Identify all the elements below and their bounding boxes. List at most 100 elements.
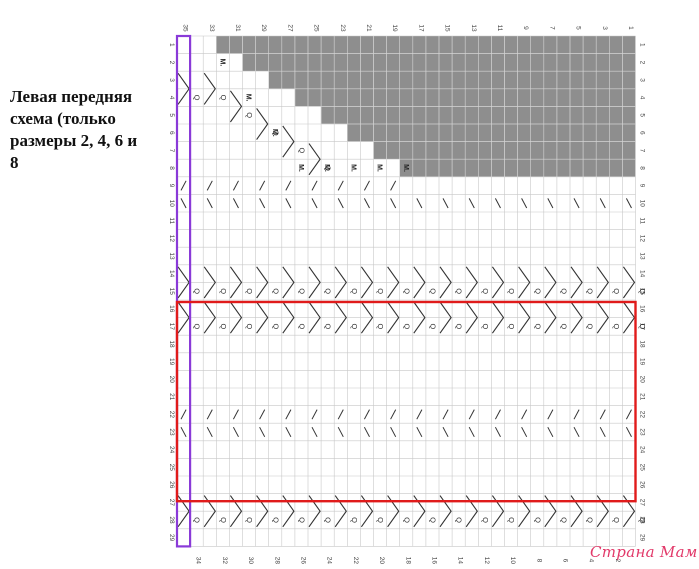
yarn-over-symbol: Q <box>586 323 595 329</box>
slant-back-symbol <box>285 198 292 209</box>
decrease-chevron-symbol <box>570 301 583 334</box>
row-label-right: 12 <box>639 235 646 243</box>
column-label-bottom: 28 <box>273 557 280 565</box>
column-label-bottom: 24 <box>326 557 333 565</box>
slant-back-symbol <box>521 426 528 438</box>
column-label-bottom: 34 <box>195 557 202 565</box>
decrease-chevron-symbol <box>229 266 243 299</box>
slant-back-symbol <box>547 426 554 438</box>
yarn-over-symbol: Q <box>219 288 228 294</box>
marker-symbol: M. <box>402 164 409 172</box>
column-label-top: 17 <box>417 24 424 32</box>
column-label-top: 9 <box>522 26 529 30</box>
row-label-left: 2 <box>168 61 175 65</box>
column-label-top: 27 <box>286 24 293 32</box>
decrease-chevron-symbol <box>596 266 609 299</box>
highlight-column-frame <box>175 34 192 548</box>
yarn-over-symbol: Q <box>350 288 359 294</box>
yarn-over-symbol: Q <box>193 95 202 101</box>
watermark-logo: Страна Мам <box>590 543 698 561</box>
row-label-left: 19 <box>168 358 175 366</box>
row-label-right: 17 <box>639 323 646 331</box>
yarn-over-symbol: Q <box>455 517 464 523</box>
yarn-over-symbol: Q <box>297 288 306 294</box>
yarn-over-symbol: Q <box>219 517 228 523</box>
decrease-chevron-symbol <box>596 301 609 334</box>
yarn-over-symbol: Q <box>428 288 437 294</box>
decrease-chevron-symbol <box>360 266 374 299</box>
yarn-over-symbol: Q <box>376 323 385 329</box>
column-label-bottom: 6 <box>561 559 568 563</box>
row-label-left: 7 <box>168 149 175 153</box>
column-label-bottom: 26 <box>299 557 306 565</box>
column-label-top: 1 <box>627 26 634 30</box>
slant-back-symbol <box>416 198 423 209</box>
yarn-over-symbol: Q <box>586 517 595 523</box>
yarn-over-symbol: Q <box>297 323 306 329</box>
row-label-left: 22 <box>168 411 175 419</box>
yarn-over-symbol: Q <box>533 517 542 523</box>
slant-back-symbol <box>311 426 318 438</box>
column-label-top: 21 <box>365 24 372 32</box>
column-label-top: 13 <box>470 24 477 32</box>
slant-back-symbol <box>442 198 449 209</box>
yarn-over-symbol: Q <box>455 288 464 294</box>
row-label-left: 23 <box>168 428 175 436</box>
slant-forward-symbol <box>337 180 344 191</box>
row-label-left: 29 <box>168 534 175 542</box>
marker-symbol: M. <box>376 164 383 172</box>
column-label-top: 29 <box>260 24 267 32</box>
decrease-chevron-symbol <box>439 266 452 299</box>
yarn-over-symbol: Q <box>245 112 254 118</box>
row-label-right: 29 <box>639 534 646 542</box>
decrease-chevron-symbol <box>282 301 295 334</box>
row-label-right: 3 <box>639 78 646 82</box>
row-label-left: 25 <box>168 464 175 472</box>
yarn-over-symbol: Q <box>245 288 254 294</box>
row-label-left: 26 <box>168 481 175 489</box>
column-label-top: 7 <box>548 26 555 30</box>
row-label-right: 11 <box>639 217 646 224</box>
row-label-right: 7 <box>639 149 646 153</box>
row-label-right: 9 <box>639 184 646 188</box>
row-label-left: 15 <box>168 288 175 296</box>
yarn-over-symbol: Q <box>271 130 280 136</box>
row-label-right: 5 <box>639 113 646 117</box>
slant-forward-symbol <box>285 180 292 191</box>
row-label-right: 23 <box>639 428 646 436</box>
column-label-bottom: 2 <box>614 559 621 563</box>
yarn-over-symbol: Q <box>559 517 568 523</box>
yarn-over-symbol: Q <box>324 288 333 294</box>
slant-back-symbol <box>285 426 292 438</box>
decrease-chevron-symbol <box>229 301 243 334</box>
decrease-chevron-symbol <box>465 266 478 299</box>
column-label-top: 19 <box>391 24 398 32</box>
decrease-chevron-symbol <box>465 301 478 334</box>
yarn-over-symbol: Q <box>455 323 464 329</box>
slant-back-symbol <box>390 426 397 438</box>
slant-forward-symbol <box>285 409 292 420</box>
yarn-over-symbol: Q <box>402 323 411 329</box>
slant-forward-symbol <box>442 409 449 420</box>
row-label-right: 22 <box>639 411 646 419</box>
row-label-right: 21 <box>639 393 646 401</box>
yarn-over-symbol: Q <box>245 517 254 523</box>
column-label-top: 35 <box>182 24 189 32</box>
yarn-over-symbol: Q <box>271 517 280 523</box>
column-label-top: 11 <box>496 25 503 32</box>
slant-forward-symbol <box>311 180 318 191</box>
row-label-left: 5 <box>168 113 175 117</box>
row-label-left: 6 <box>168 131 175 135</box>
row-label-left: 20 <box>168 376 175 384</box>
decrease-chevron-symbol <box>518 301 531 334</box>
row-label-right: 25 <box>639 464 646 472</box>
column-label-bottom: 22 <box>352 557 359 565</box>
slant-forward-symbol <box>547 409 554 420</box>
yarn-over-symbol: Q <box>481 517 490 523</box>
yarn-over-symbol: Q <box>533 288 542 294</box>
yarn-over-symbol: Q <box>533 323 542 329</box>
slant-back-symbol <box>206 426 213 438</box>
chart-caption: Левая передняя схема (только размеры 2, … <box>10 87 138 172</box>
row-label-right: 18 <box>639 340 646 348</box>
